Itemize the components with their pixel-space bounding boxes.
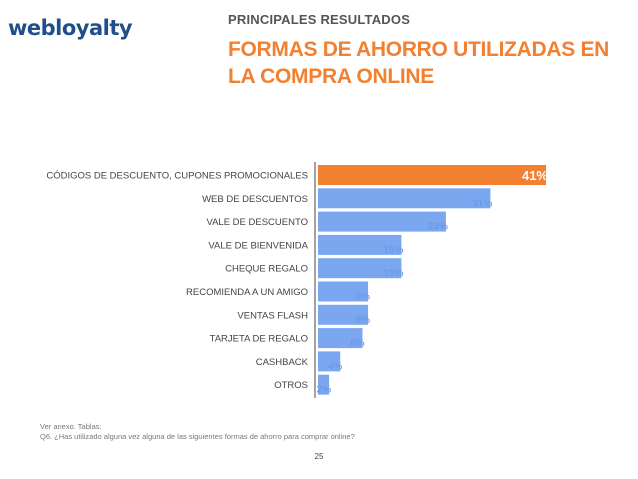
- section-eyebrow: PRINCIPALES RESULTADOS: [228, 12, 411, 27]
- bar: [318, 234, 402, 255]
- footnote-line-1: Ver anexo. Tablas:: [40, 422, 102, 431]
- value-label: 41%: [522, 168, 548, 183]
- category-label: CHEQUE REGALO: [225, 264, 308, 275]
- bar: [318, 258, 402, 279]
- bar-chart: CÓDIGOS DE DESCUENTO, CUPONES PROMOCIONA…: [46, 162, 548, 398]
- value-label: 8%: [350, 338, 365, 349]
- value-label: 23%: [428, 222, 448, 233]
- value-label: 31%: [472, 198, 492, 209]
- category-label: CASHBACK: [256, 357, 309, 368]
- value-label: 2%: [317, 385, 332, 396]
- page-title: FORMAS DE AHORRO UTILIZADAS EN LA COMPRA…: [228, 38, 610, 88]
- bar: [318, 351, 341, 372]
- category-label: TARJETA DE REGALO: [210, 334, 308, 345]
- bar: [318, 374, 330, 395]
- bar: [318, 211, 446, 232]
- footnote-line-2: Q6. ¿Has utilizado alguna vez alguna de …: [40, 432, 355, 441]
- bar: [318, 281, 369, 302]
- bar: [318, 165, 546, 185]
- footnote: Ver anexo. Tablas: Q6. ¿Has utilizado al…: [40, 422, 355, 442]
- category-label: VALE DE DESCUENTO: [206, 217, 308, 228]
- value-label: 4%: [328, 361, 343, 372]
- bar: [318, 304, 369, 325]
- value-label: 9%: [356, 315, 371, 326]
- webloyalty-logo: webloyalty: [8, 16, 133, 40]
- value-label: 15%: [383, 245, 403, 256]
- bar: [318, 328, 363, 349]
- category-label: OTROS: [274, 380, 308, 391]
- category-label: WEB DE DESCUENTOS: [202, 194, 308, 205]
- value-label: 15%: [383, 268, 403, 279]
- bar: [318, 188, 491, 209]
- category-label: RECOMIENDA A UN AMIGO: [186, 287, 308, 298]
- value-label: 9%: [356, 292, 371, 303]
- category-label: VENTAS FLASH: [237, 310, 308, 321]
- page-number: 25: [314, 452, 324, 461]
- category-label: CÓDIGOS DE DESCUENTO, CUPONES PROMOCIONA…: [46, 171, 308, 182]
- category-label: VALE DE BIENVENIDA: [208, 240, 308, 251]
